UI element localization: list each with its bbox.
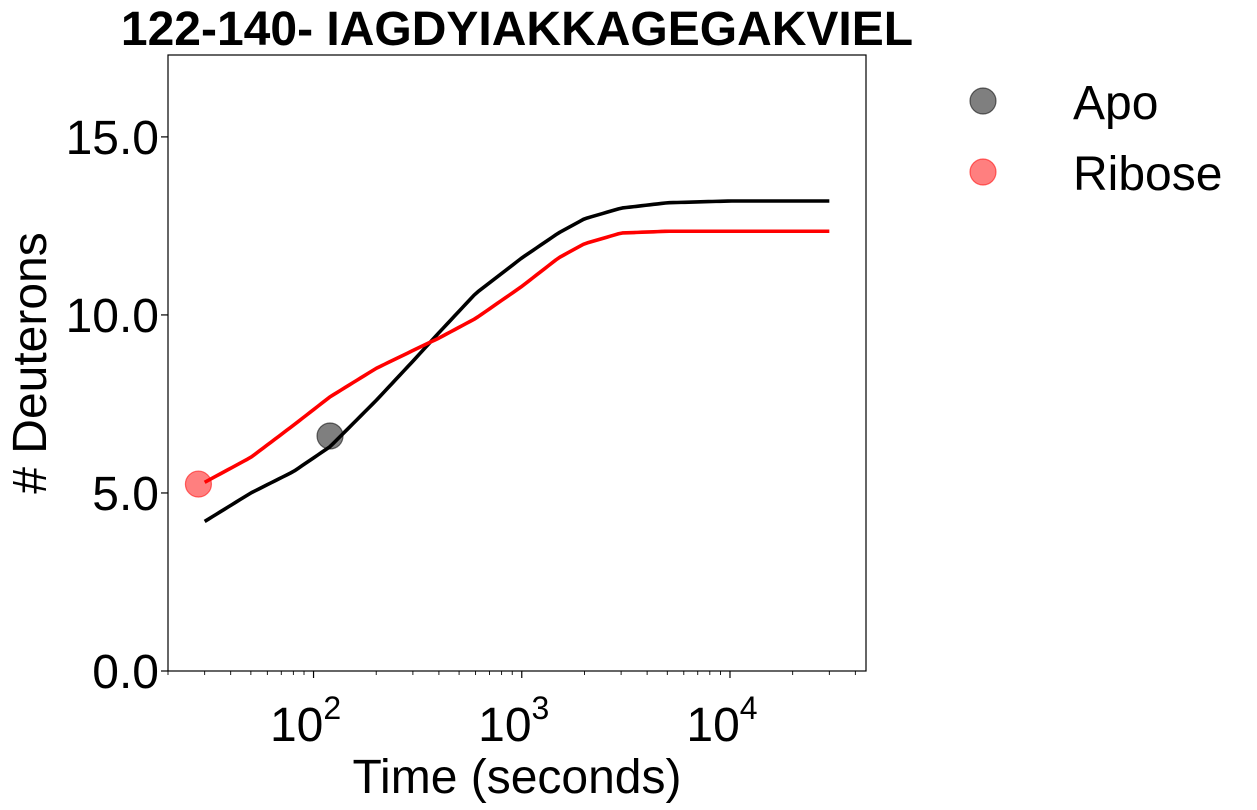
x-tick-label: 103 [478,690,549,752]
legend-marker-apo [969,87,997,115]
y-tick-label: 5.0 [92,468,159,521]
y-tick-label: 0.0 [92,646,159,699]
y-axis-label: # Deuterons [4,232,57,494]
data-point-ribose-0 [184,470,213,498]
x-tick-label: 102 [270,690,341,752]
legend-label-ribose: Ribose [1073,148,1222,201]
legend-label-apo: Apo [1073,77,1158,130]
legend-marker-ribose [969,158,997,186]
fit-curve-apo [203,199,830,523]
x-axis: 102 103 104 [167,671,856,752]
series-points [184,422,344,498]
y-axis: 0.0 5.0 10.0 15.0 [66,112,168,699]
data-point-apo-0 [316,422,344,450]
x-tick-label: 104 [686,690,757,752]
fit-curve-ribose [203,229,830,484]
chart-title: 122-140- IAGDYIAKKAGEGAKVIEL [121,3,913,56]
chart-legend: Apo Ribose [969,77,1222,201]
y-tick-label: 15.0 [66,112,159,165]
x-axis-label: Time (seconds) [353,751,682,804]
plot-area [167,54,867,672]
series-curves [203,199,830,523]
y-tick-label: 10.0 [66,290,159,343]
